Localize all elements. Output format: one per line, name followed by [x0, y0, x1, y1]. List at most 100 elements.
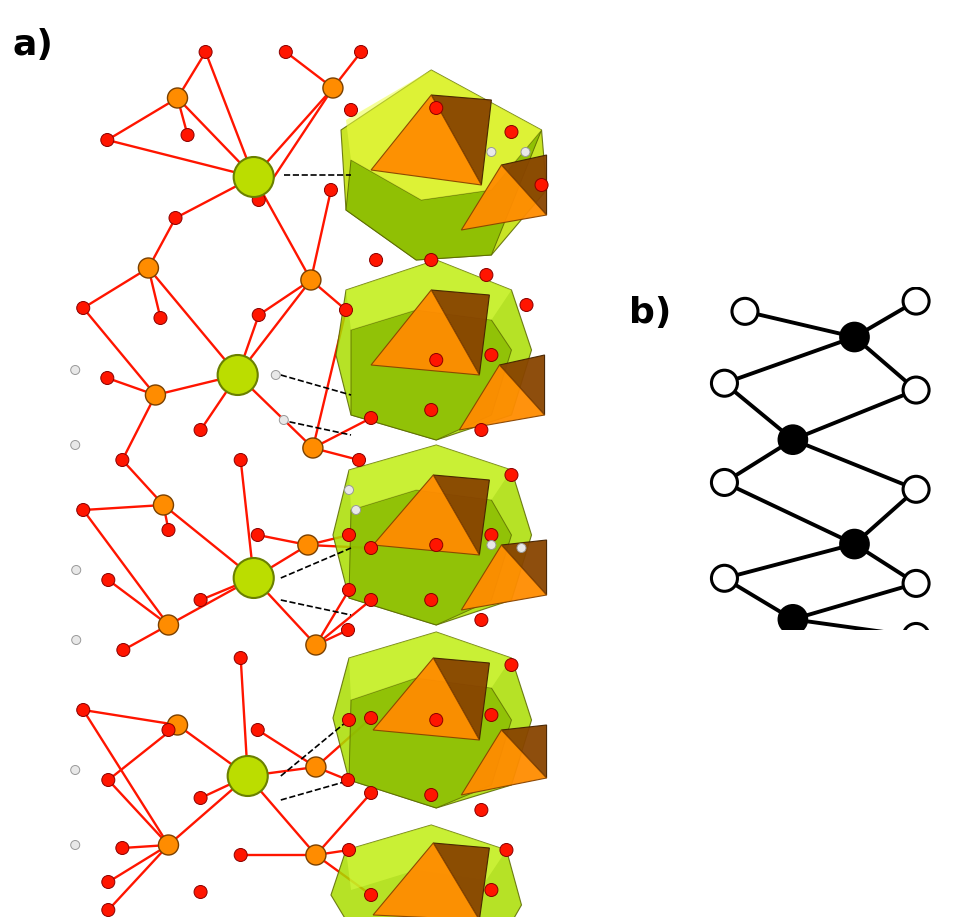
Circle shape — [117, 644, 130, 657]
Circle shape — [116, 842, 129, 855]
Polygon shape — [349, 490, 512, 625]
Circle shape — [162, 724, 175, 736]
Polygon shape — [373, 658, 479, 740]
Polygon shape — [459, 365, 545, 430]
Circle shape — [425, 253, 438, 267]
Circle shape — [425, 403, 438, 416]
Polygon shape — [462, 545, 547, 610]
Circle shape — [341, 774, 355, 787]
Circle shape — [325, 183, 337, 196]
Polygon shape — [431, 290, 490, 375]
Polygon shape — [351, 310, 512, 440]
Circle shape — [70, 366, 80, 374]
Circle shape — [168, 715, 188, 735]
Polygon shape — [373, 843, 479, 917]
Circle shape — [253, 193, 265, 206]
Circle shape — [71, 635, 81, 645]
Circle shape — [430, 102, 442, 115]
Polygon shape — [341, 70, 547, 260]
Circle shape — [352, 505, 361, 514]
Circle shape — [228, 756, 268, 796]
Circle shape — [280, 46, 292, 59]
Circle shape — [77, 503, 90, 516]
Circle shape — [711, 370, 737, 396]
Circle shape — [194, 593, 207, 606]
Polygon shape — [336, 260, 531, 440]
Circle shape — [520, 299, 533, 312]
Circle shape — [154, 312, 167, 325]
Circle shape — [485, 348, 498, 361]
Circle shape — [306, 635, 326, 655]
Circle shape — [101, 134, 114, 147]
Circle shape — [234, 651, 247, 665]
Polygon shape — [371, 290, 479, 375]
Polygon shape — [501, 540, 547, 595]
Circle shape — [271, 370, 281, 380]
Circle shape — [475, 424, 488, 436]
Text: a): a) — [12, 28, 53, 62]
Circle shape — [298, 535, 318, 555]
Circle shape — [779, 605, 807, 634]
Polygon shape — [501, 155, 547, 215]
Circle shape — [903, 377, 929, 403]
Circle shape — [505, 126, 518, 138]
Circle shape — [475, 613, 488, 626]
Circle shape — [485, 709, 498, 722]
Circle shape — [344, 104, 358, 116]
Circle shape — [841, 323, 869, 351]
Circle shape — [364, 889, 378, 901]
Circle shape — [779, 425, 807, 454]
Polygon shape — [431, 95, 492, 185]
Circle shape — [234, 454, 247, 467]
Polygon shape — [462, 165, 547, 230]
Circle shape — [102, 774, 115, 787]
Circle shape — [430, 538, 442, 551]
Circle shape — [430, 713, 442, 726]
Circle shape — [233, 157, 274, 197]
Circle shape — [341, 624, 355, 636]
Circle shape — [253, 308, 265, 322]
Circle shape — [234, 848, 247, 861]
Circle shape — [364, 542, 378, 555]
Circle shape — [364, 412, 378, 425]
Polygon shape — [462, 730, 547, 795]
Circle shape — [500, 844, 513, 856]
Circle shape — [306, 845, 326, 865]
Polygon shape — [433, 475, 490, 555]
Circle shape — [505, 469, 518, 481]
Circle shape — [101, 371, 114, 384]
Circle shape — [480, 269, 493, 282]
Polygon shape — [346, 825, 506, 890]
Circle shape — [342, 844, 356, 856]
Circle shape — [903, 288, 929, 315]
Polygon shape — [349, 445, 512, 510]
Polygon shape — [346, 70, 542, 200]
Circle shape — [306, 757, 326, 777]
Circle shape — [139, 258, 158, 278]
Circle shape — [116, 454, 129, 467]
Circle shape — [487, 148, 495, 157]
Circle shape — [732, 298, 758, 325]
Circle shape — [841, 530, 869, 558]
Polygon shape — [433, 843, 490, 917]
Polygon shape — [331, 825, 522, 917]
Circle shape — [903, 624, 929, 649]
Circle shape — [158, 615, 178, 635]
Polygon shape — [346, 260, 512, 330]
Circle shape — [521, 148, 530, 157]
Circle shape — [168, 88, 188, 108]
Circle shape — [342, 713, 356, 726]
Circle shape — [102, 876, 115, 889]
Circle shape — [903, 570, 929, 596]
Polygon shape — [433, 658, 490, 740]
Circle shape — [505, 658, 518, 671]
Polygon shape — [501, 725, 547, 778]
Polygon shape — [333, 445, 531, 625]
Circle shape — [485, 528, 498, 542]
Circle shape — [194, 424, 207, 436]
Circle shape — [485, 883, 498, 897]
Circle shape — [430, 353, 442, 367]
Circle shape — [218, 355, 257, 395]
Circle shape — [146, 385, 166, 405]
Circle shape — [535, 179, 549, 192]
